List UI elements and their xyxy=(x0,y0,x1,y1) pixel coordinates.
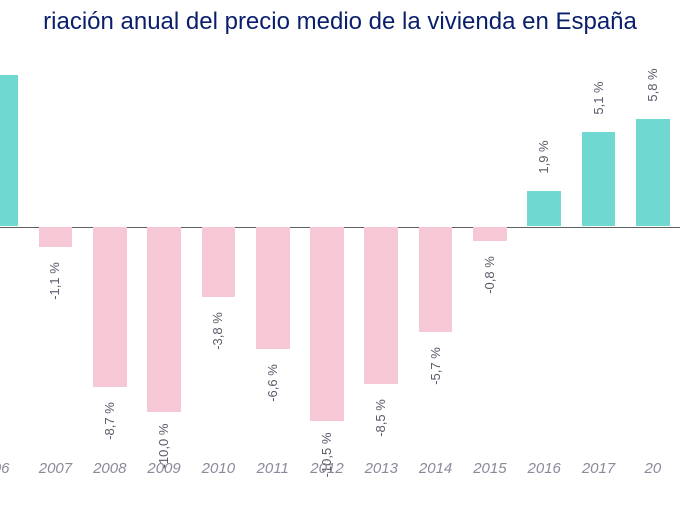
bar-2009 xyxy=(147,227,181,412)
x-tick-2011: 2011 xyxy=(246,460,300,477)
bar-2010 xyxy=(202,227,236,297)
bar-2007 xyxy=(39,227,73,247)
x-tick-2014: 2014 xyxy=(408,460,462,477)
bar-label-2017: 5,1 % xyxy=(591,68,607,128)
x-tick-2008: 2008 xyxy=(83,460,137,477)
chart-container: riación anual del precio medio de la viv… xyxy=(0,0,680,510)
bar-06 xyxy=(0,75,18,227)
x-tick-2015: 2015 xyxy=(463,460,517,477)
bar-2015 xyxy=(473,227,507,242)
bar-label-2014: -5,7 % xyxy=(428,336,444,396)
x-tick-2010: 2010 xyxy=(191,460,245,477)
bar-label-2016: 1,9 % xyxy=(536,127,552,187)
bar-2011 xyxy=(256,227,290,349)
x-tick-2007: 2007 xyxy=(28,460,82,477)
bar-2017 xyxy=(582,132,616,226)
bar-2016 xyxy=(527,191,561,226)
x-tick-06: 06 xyxy=(0,460,28,477)
x-tick-2013: 2013 xyxy=(354,460,408,477)
bar-label-2008: -8,7 % xyxy=(102,391,118,451)
chart-title: riación anual del precio medio de la viv… xyxy=(0,8,680,36)
x-tick-2009: 2009 xyxy=(137,460,191,477)
bar-label-2007: -1,1 % xyxy=(47,251,63,311)
bar-20 xyxy=(636,119,670,226)
bar-2013 xyxy=(364,227,398,384)
plot-area: 06-1,1 %2007-8,7 %2008-10,0 %2009-3,8 %2… xyxy=(0,60,680,430)
x-tick-2012: 2012 xyxy=(300,460,354,477)
x-tick-2017: 2017 xyxy=(571,460,625,477)
bar-2008 xyxy=(93,227,127,388)
bar-2012 xyxy=(310,227,344,421)
bar-label-2011: -6,6 % xyxy=(265,353,281,413)
x-tick-20: 20 xyxy=(626,460,680,477)
bar-2014 xyxy=(419,227,453,332)
bar-label-20: 5,8 % xyxy=(645,55,661,115)
bar-label-2015: -0,8 % xyxy=(482,245,498,305)
bar-label-2010: -3,8 % xyxy=(210,301,226,361)
bar-label-2013: -8,5 % xyxy=(373,388,389,448)
x-tick-2016: 2016 xyxy=(517,460,571,477)
